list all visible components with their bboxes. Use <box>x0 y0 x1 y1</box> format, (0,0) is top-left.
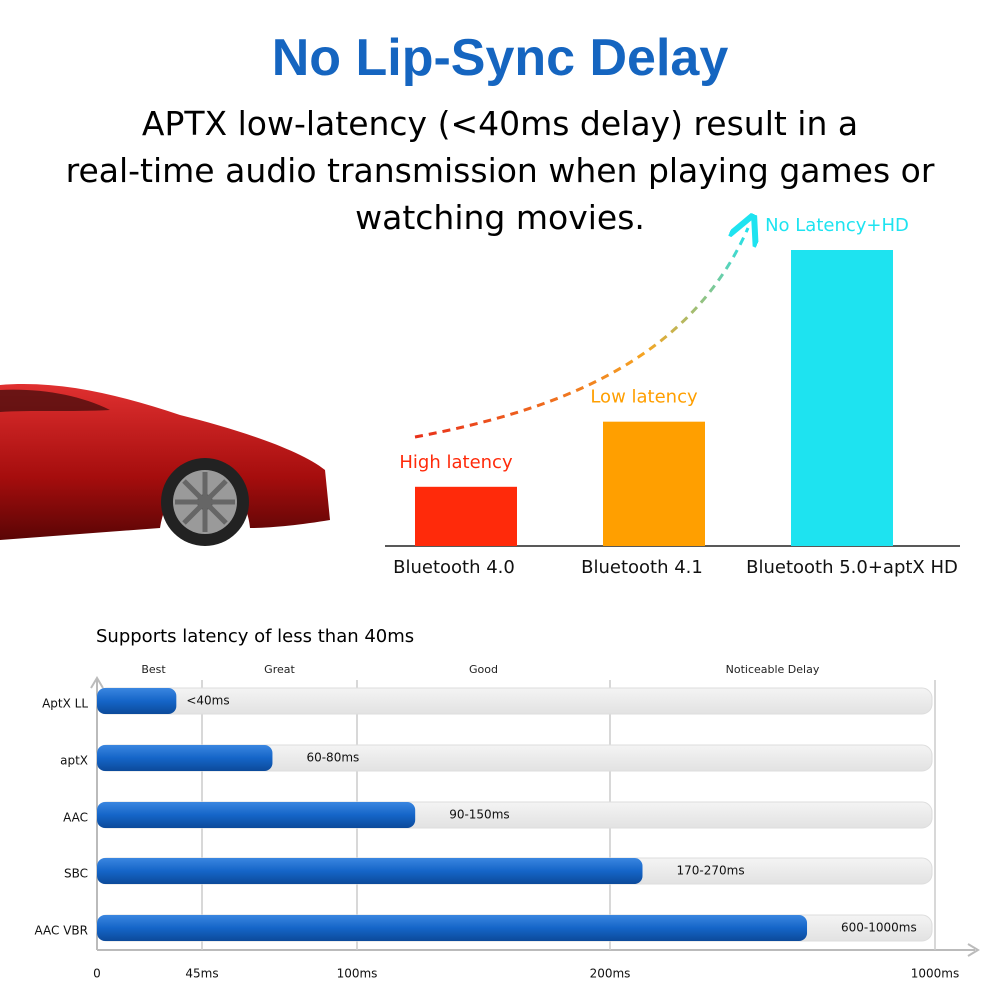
bar <box>603 421 705 546</box>
x-tick-label: Bluetooth 5.0+aptX HD <box>746 557 958 578</box>
band-label: Best <box>141 663 166 676</box>
y-tick-label: AAC <box>63 811 88 825</box>
chart-title: Supports latency of less than 40ms <box>96 626 414 647</box>
value-label: 170-270ms <box>677 864 745 878</box>
value-label: <40ms <box>186 694 229 708</box>
bar <box>97 915 808 941</box>
x-axis-arrow <box>967 943 980 957</box>
x-tick-label: Bluetooth 4.0 <box>393 557 515 578</box>
subtitle-line: watching movies. <box>355 198 645 237</box>
subtitle-line: real-time audio transmission when playin… <box>65 151 935 190</box>
bar <box>97 858 643 884</box>
x-tick-label: 200ms <box>590 967 631 981</box>
x-tick-label: Bluetooth 4.1 <box>581 557 703 578</box>
x-tick-label: 45ms <box>185 967 218 981</box>
y-tick-label: SBC <box>64 867 88 881</box>
band-label: Noticeable Delay <box>726 663 820 676</box>
bar-annotation: No Latency+HD <box>765 215 909 236</box>
bar <box>97 688 177 714</box>
band-label: Great <box>264 663 295 676</box>
x-tick-label: 0 <box>93 967 101 981</box>
y-tick-label: AAC VBR <box>34 924 88 938</box>
bar-annotation: Low latency <box>590 387 698 408</box>
subtitle-line: APTX low-latency (<40ms delay) result in… <box>141 104 859 143</box>
bar <box>415 486 517 546</box>
bar <box>97 802 416 828</box>
bar <box>97 745 273 771</box>
bar-annotation: High latency <box>399 452 513 473</box>
car-illustration <box>0 384 330 546</box>
y-axis-arrow <box>90 676 104 689</box>
value-label: 90-150ms <box>449 808 509 822</box>
y-tick-label: AptX LL <box>42 697 88 711</box>
x-tick-label: 1000ms <box>911 967 959 981</box>
x-tick-label: 100ms <box>337 967 378 981</box>
value-label: 600-1000ms <box>841 921 917 935</box>
y-tick-label: aptX <box>60 754 88 768</box>
subtitle: APTX low-latency (<40ms delay) result in… <box>0 100 1000 241</box>
band-label: Good <box>469 663 498 676</box>
value-label: 60-80ms <box>306 751 359 765</box>
title: No Lip-Sync Delay <box>271 29 729 87</box>
bar <box>791 250 893 546</box>
trend-arrow <box>414 228 748 439</box>
